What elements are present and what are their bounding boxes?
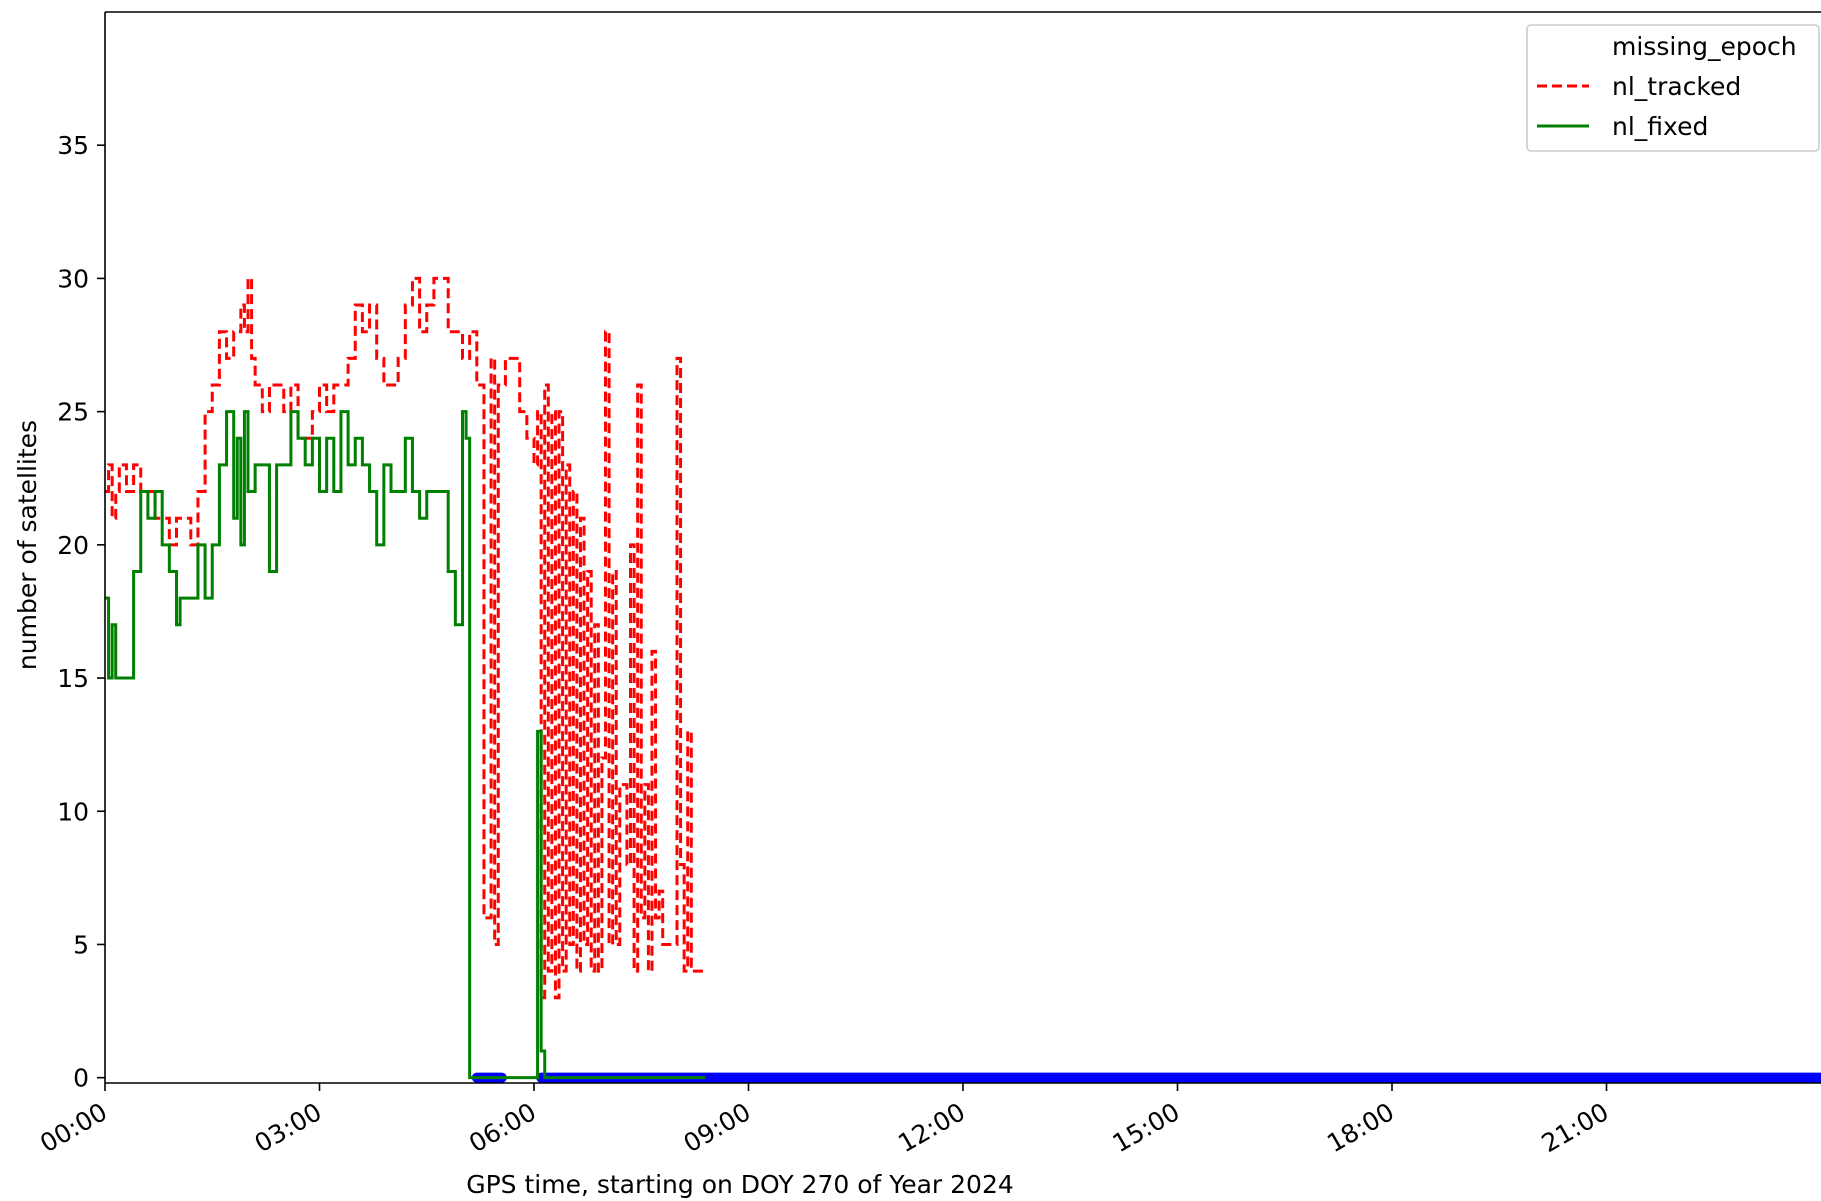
y-tick-label: 0	[73, 1064, 89, 1093]
y-axis-label: number of satellites	[13, 420, 42, 670]
y-tick-label: 25	[57, 398, 89, 427]
y-tick-label: 20	[57, 531, 89, 560]
y-tick-label: 30	[57, 264, 89, 293]
plot-area	[105, 276, 1821, 1083]
y-tick-label: 5	[73, 930, 89, 959]
x-axis-label: GPS time, starting on DOY 270 of Year 20…	[466, 1170, 1014, 1199]
series-line-nl_tracked	[105, 276, 706, 1000]
series-line-nl_fixed	[105, 410, 706, 1080]
legend-label-nl_tracked: nl_tracked	[1612, 72, 1741, 101]
y-tick-label: 15	[57, 664, 89, 693]
legend-frame	[1526, 24, 1820, 152]
legend: missing_epoch nl_tracked nl_fixed	[1526, 24, 1820, 152]
y-tick-label: 10	[57, 797, 89, 826]
legend-label-nl_fixed: nl_fixed	[1612, 112, 1708, 141]
y-tick-label: 35	[57, 131, 89, 160]
legend-label-missing_epoch: missing_epoch	[1612, 32, 1797, 61]
